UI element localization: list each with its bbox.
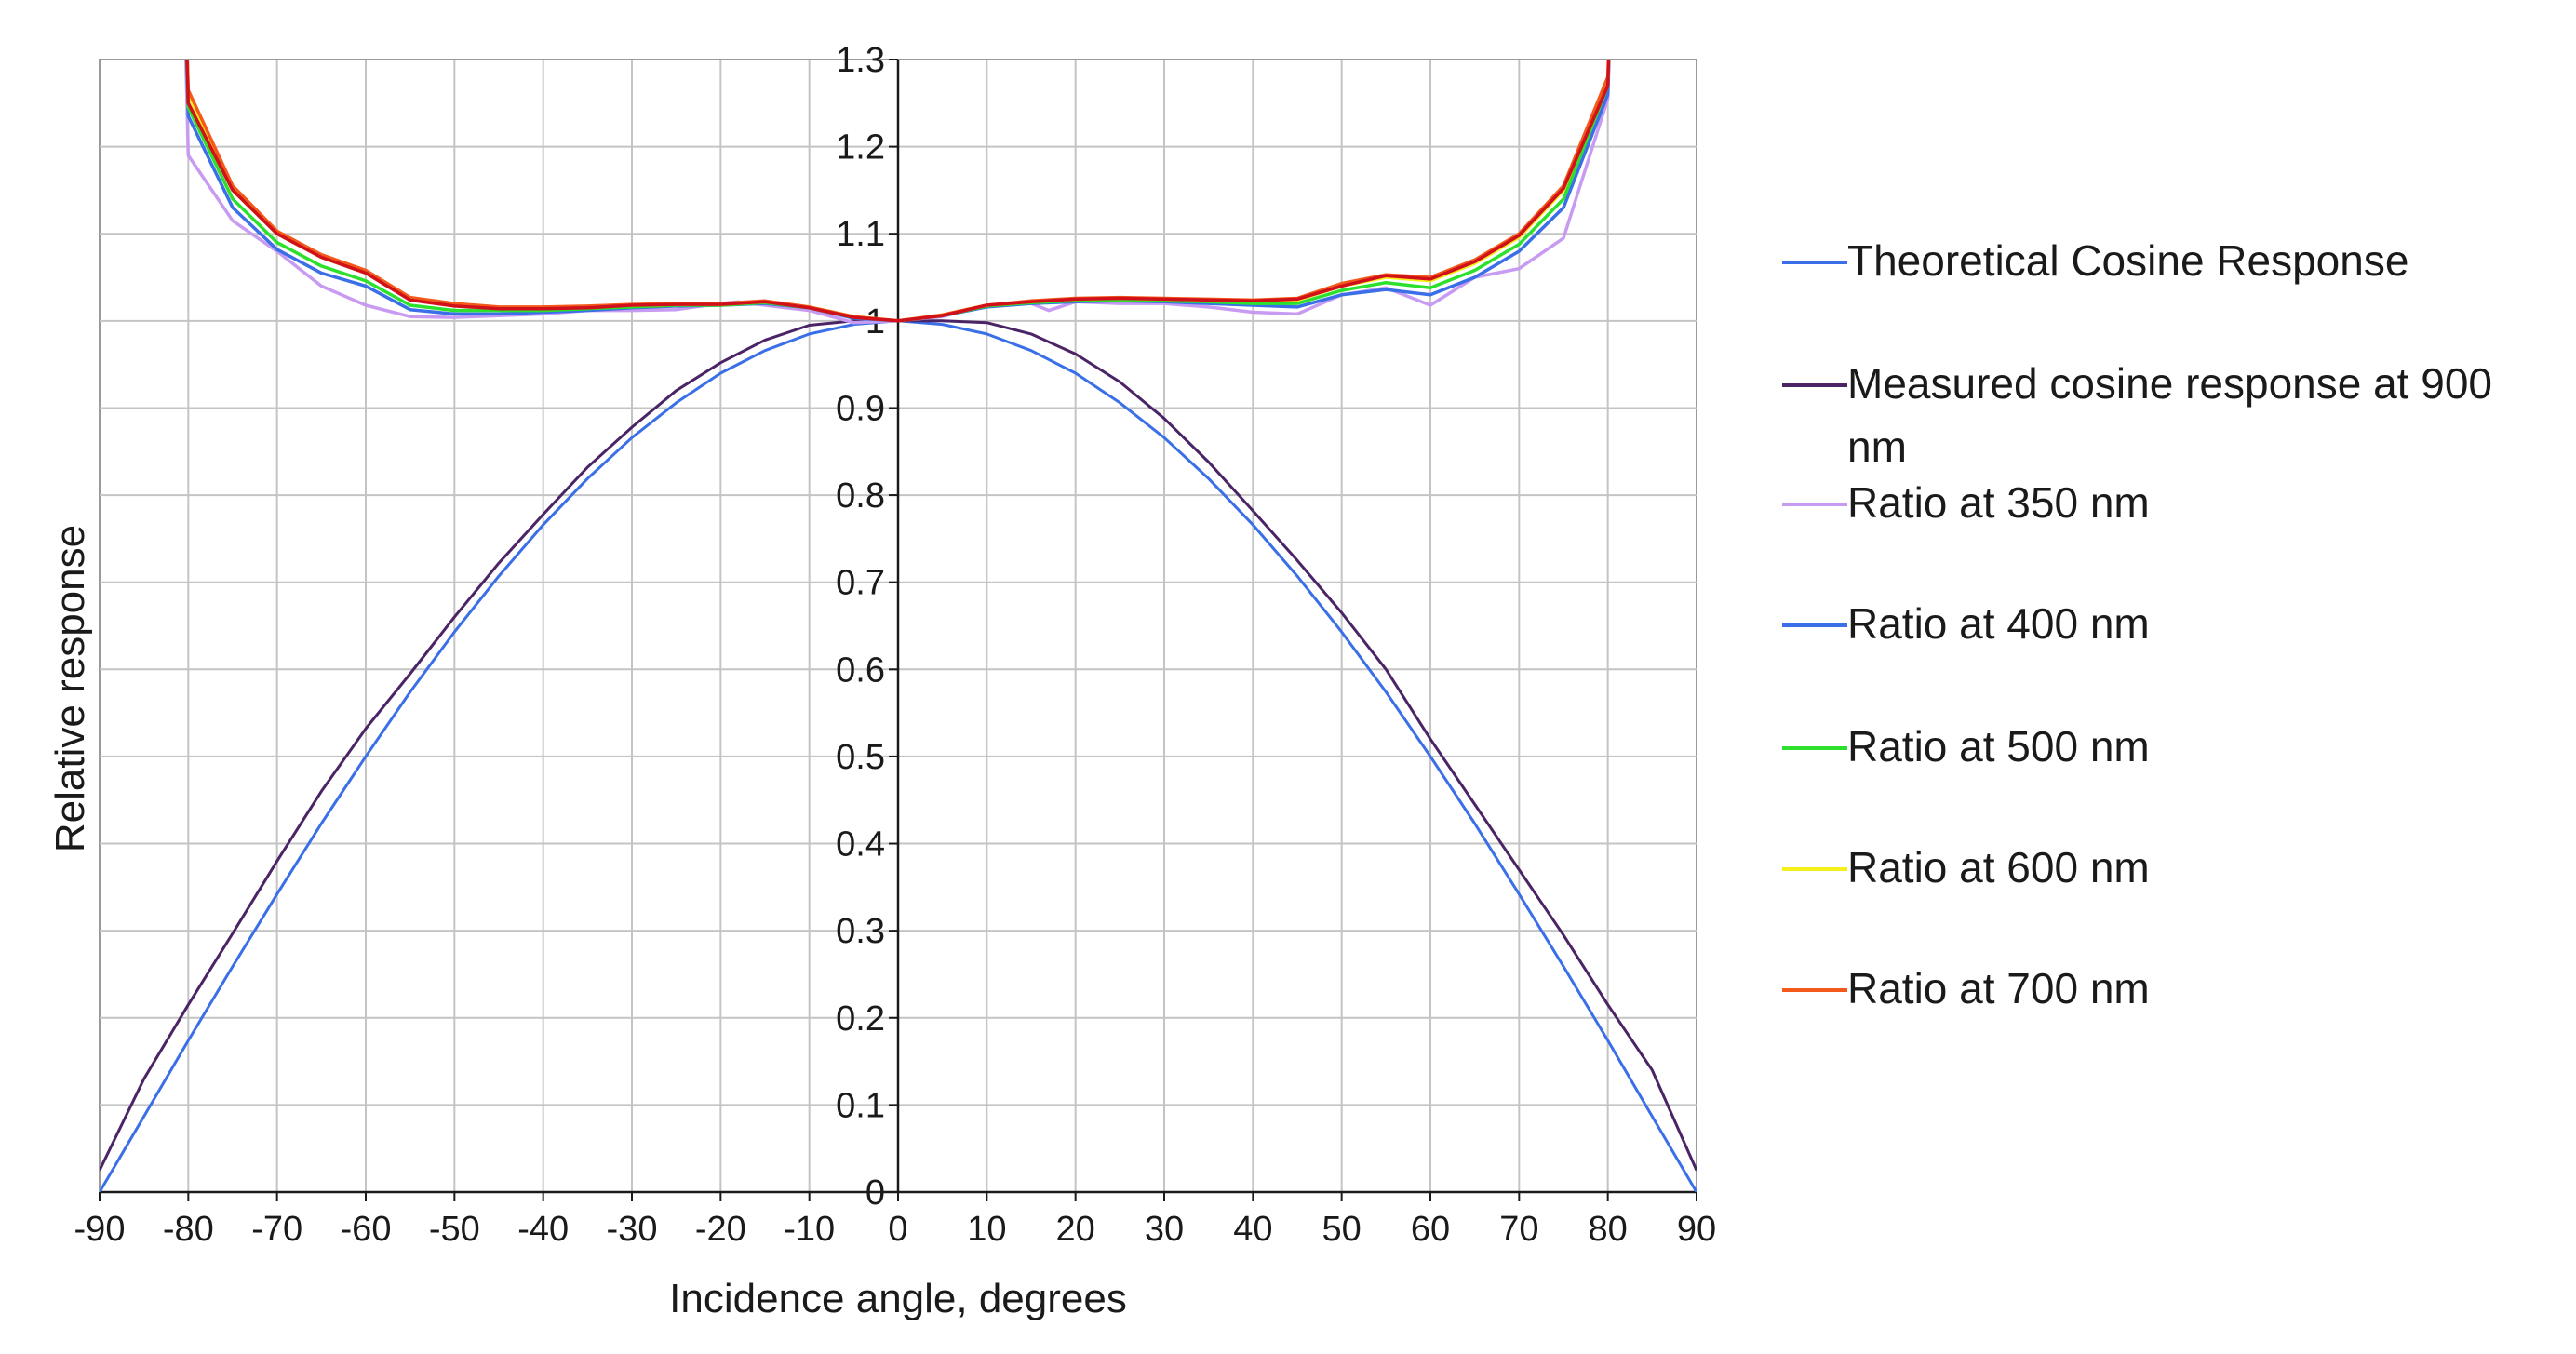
legend-label: Measured cosine response at 900 (1847, 359, 2492, 408)
y-axis-title: Relative response (47, 525, 93, 852)
y-tick-label: 0 (865, 1173, 885, 1213)
y-tick-label: 0.2 (836, 999, 885, 1039)
x-tick-label: 70 (1499, 1210, 1538, 1249)
y-tick-label: 1.1 (836, 215, 885, 254)
tick-labels: -90 -80 -70 -60 -50 -40 -30 -20 -10 0 10 20 30 40 50 60… (74, 41, 1717, 1249)
legend-label: Ratio at 400 nm (1847, 599, 2150, 648)
x-tick-label: -30 (607, 1210, 658, 1249)
x-tick-label: -90 (74, 1210, 126, 1249)
series-line-extra-7 (185, 60, 1611, 323)
series-lines (100, 60, 1697, 1192)
x-tick-label: -80 (163, 1210, 214, 1249)
x-tick-label: -10 (784, 1210, 835, 1249)
x-tick-label: 20 (1056, 1210, 1095, 1249)
y-tick-label: 0.9 (836, 389, 885, 428)
y-tick-label: 0.5 (836, 738, 885, 777)
y-tick-label: 1.2 (836, 128, 885, 168)
axes (99, 59, 1697, 1201)
x-axis-title: Incidence angle, degrees (669, 1276, 1127, 1321)
x-tick-label: 30 (1145, 1210, 1184, 1249)
legend-label: Ratio at 600 nm (1847, 843, 2150, 891)
legend: Theoretical Cosine Response Measured cosi… (1782, 236, 2492, 1012)
legend-label: Ratio at 500 nm (1847, 722, 2150, 771)
x-tick-label: 60 (1411, 1210, 1450, 1249)
x-tick-label: 50 (1322, 1210, 1362, 1249)
x-tick-label: -70 (251, 1210, 302, 1249)
y-tick-label: 0.6 (836, 650, 885, 690)
legend-label: Ratio at 350 nm (1847, 478, 2150, 527)
y-tick-label: 0.1 (836, 1086, 885, 1125)
y-tick-label: 0.7 (836, 564, 885, 603)
x-tick-label: 80 (1589, 1210, 1628, 1249)
x-tick-label: -60 (341, 1210, 392, 1249)
x-tick-label: 10 (967, 1210, 1006, 1249)
y-tick-label: 0.3 (836, 912, 885, 951)
legend-label: Theoretical Cosine Response (1847, 236, 2408, 285)
y-tick-label: 1.3 (836, 41, 885, 80)
x-tick-label: -40 (517, 1210, 569, 1249)
x-tick-label: 40 (1233, 1210, 1272, 1249)
y-tick-label: 0.4 (836, 825, 885, 865)
y-tick-label: 0.8 (836, 476, 885, 516)
legend-label: Ratio at 700 nm (1847, 964, 2150, 1012)
x-tick-label: 90 (1677, 1210, 1716, 1249)
x-tick-label: -20 (695, 1210, 746, 1249)
x-tick-label: -50 (429, 1210, 480, 1249)
x-tick-label: 0 (888, 1210, 907, 1249)
legend-label-continuation: nm (1847, 422, 1907, 471)
